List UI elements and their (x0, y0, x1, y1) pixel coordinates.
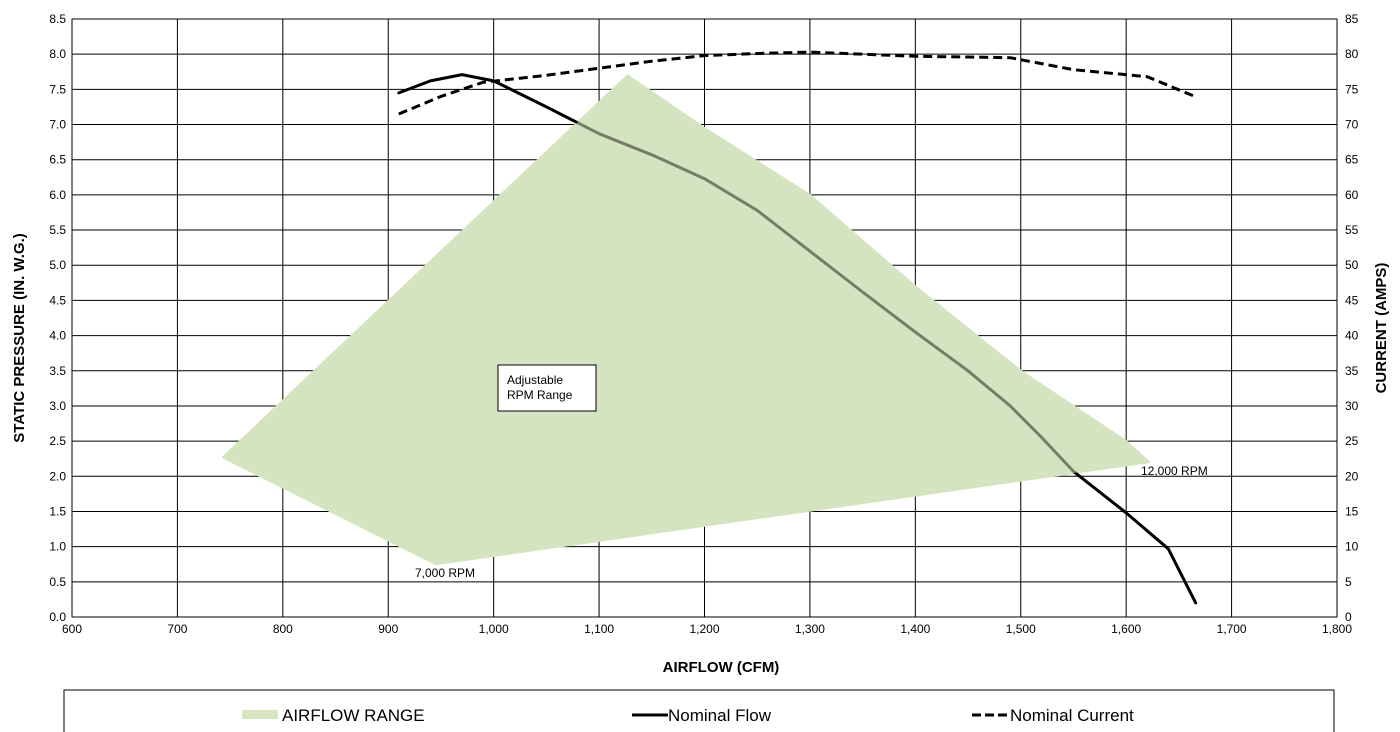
y-left-tick-label: 1.0 (49, 540, 66, 554)
x-tick-label: 1,400 (900, 622, 930, 636)
x-axis-title: AIRFLOW (CFM) (663, 659, 780, 676)
y-right-tick-label: 75 (1345, 82, 1359, 96)
y-left-tick-label: 0.0 (49, 610, 66, 624)
left-tick-labels: 0.0 0.5 1.0 1.5 2.0 2.5 3.0 3.5 4.0 4.5 5.0 5.5 6.0 6… (49, 12, 66, 624)
y-right-tick-label: 20 (1345, 469, 1359, 483)
y-right-tick-label: 40 (1345, 329, 1359, 343)
series-nominal-current-line (398, 50, 1196, 116)
y-right-tick-label: 25 (1345, 434, 1359, 448)
axes (71, 18, 1338, 618)
x-tick-label: 900 (378, 622, 398, 636)
y-right-tick-label: 80 (1345, 47, 1359, 61)
annotation-text: Adjustable RPM Range (507, 373, 573, 402)
y-left-tick-label: 6.0 (49, 188, 66, 202)
x-tick-label: 1,600 (1111, 622, 1141, 636)
legend-label-airflow-range: AIRFLOW RANGE (282, 706, 425, 725)
y-right-tick-label: 70 (1345, 118, 1359, 132)
y-right-tick-label: 60 (1345, 188, 1359, 202)
legend-item-nominal-flow: Nominal Flow (632, 706, 772, 725)
legend: AIRFLOW RANGE Nominal Flow Nominal Curre… (63, 689, 1335, 732)
plot-border (71, 18, 1338, 618)
y-left-tick-label: 2.5 (49, 434, 66, 448)
right-tick-labels: 0 5 10 15 20 25 30 35 40 45 50 55 60 65 70 75 80 85 (1345, 12, 1359, 624)
y-left-tick-label: 3.5 (49, 364, 66, 378)
y-left-tick-label: 6.5 (49, 153, 66, 167)
x-tick-label: 1,200 (689, 622, 719, 636)
legend-label-nominal-flow: Nominal Flow (668, 706, 772, 725)
y-right-tick-label: 85 (1345, 12, 1359, 26)
y-left-tick-label: 5.0 (49, 258, 66, 272)
x-tick-label: 1,800 (1322, 622, 1352, 636)
annotation-7000-rpm: 7,000 RPM (415, 566, 475, 580)
y-right-tick-label: 45 (1345, 293, 1359, 307)
x-tick-label: 1,700 (1217, 622, 1247, 636)
y-left-tick-label: 0.5 (49, 575, 66, 589)
y-right-tick-label: 15 (1345, 504, 1359, 518)
annotation-box (497, 364, 597, 412)
legend-item-airflow-range: AIRFLOW RANGE (242, 706, 425, 725)
y-left-tick-label: 1.5 (49, 504, 66, 518)
x-tick-label: 1,000 (479, 622, 509, 636)
y-left-tick-label: 8.5 (49, 12, 66, 26)
series-airflow-range-overlay (222, 75, 1150, 565)
y-left-tick-label: 2.0 (49, 469, 66, 483)
x-tick-label: 1,500 (1006, 622, 1036, 636)
x-tick-label: 700 (167, 622, 187, 636)
y-right-tick-label: 50 (1345, 258, 1359, 272)
y-right-tick-label: 0 (1345, 610, 1352, 624)
y-left-tick-label: 5.5 (49, 223, 66, 237)
legend-label-nominal-current: Nominal Current (1010, 706, 1134, 725)
y-axis-left-title: STATIC PRESSURE (IN. W.G.) (11, 233, 28, 442)
x-tick-labels: 600 700 800 900 1,000 1,100 1,200 1,300 1,400 1,5… (62, 622, 1352, 636)
y-right-tick-label: 55 (1345, 223, 1359, 237)
legend-swatch-airflow-range (242, 710, 278, 719)
series-layer (221, 50, 1198, 605)
y-left-tick-label: 4.5 (49, 293, 66, 307)
y-left-tick-label: 4.0 (49, 329, 66, 343)
y-axis-right-title: CURRENT (AMPS) (1373, 263, 1390, 394)
y-right-tick-label: 30 (1345, 399, 1359, 413)
y-right-tick-label: 10 (1345, 540, 1359, 554)
y-right-tick-label: 65 (1345, 153, 1359, 167)
y-left-tick-label: 8.0 (49, 47, 66, 61)
y-left-tick-label: 3.0 (49, 399, 66, 413)
x-tick-label: 600 (62, 622, 82, 636)
y-left-tick-label: 7.5 (49, 82, 66, 96)
legend-item-nominal-current: Nominal Current (972, 706, 1134, 725)
x-tick-label: 800 (273, 622, 293, 636)
annotation-12000-rpm: 12,000 RPM (1141, 464, 1208, 478)
y-right-tick-label: 35 (1345, 364, 1359, 378)
y-right-tick-label: 5 (1345, 575, 1352, 589)
x-tick-label: 1,100 (584, 622, 614, 636)
y-left-tick-label: 7.0 (49, 118, 66, 132)
annotation-adjustable-rpm: Adjustable RPM Range (497, 364, 597, 412)
x-tick-label: 1,300 (795, 622, 825, 636)
